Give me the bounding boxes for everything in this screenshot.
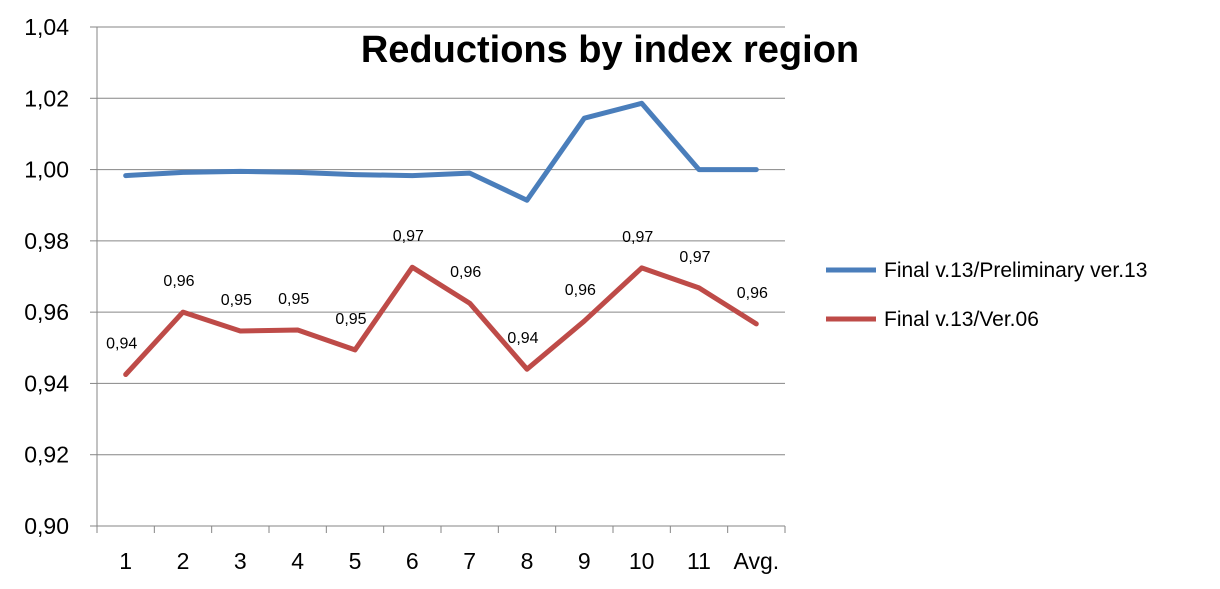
x-tick-label: 2 bbox=[177, 548, 190, 574]
legend-label: Final v.13/Preliminary ver.13 bbox=[884, 259, 1147, 282]
gridlines bbox=[97, 26, 785, 527]
x-axis-ticks: 1 2 3 4 5 6 7 8 9 10 11 Avg. bbox=[96, 526, 786, 574]
axes bbox=[96, 27, 785, 527]
x-tick-label: 9 bbox=[578, 548, 591, 574]
y-tick-label: 0,92 bbox=[24, 442, 69, 468]
data-label: 0,95 bbox=[278, 291, 309, 308]
x-tick-label: 3 bbox=[234, 548, 247, 574]
data-label: 0,94 bbox=[106, 336, 137, 353]
data-label: 0,96 bbox=[450, 264, 481, 281]
legend: Final v.13/Preliminary ver.13 Final v.13/… bbox=[826, 259, 1147, 331]
x-tick-label: 5 bbox=[349, 548, 362, 574]
y-tick-label: 0,98 bbox=[24, 228, 69, 254]
y-tick-label: 1,04 bbox=[24, 14, 69, 40]
data-label: 0,95 bbox=[221, 292, 252, 309]
x-tick-label: 10 bbox=[629, 548, 655, 574]
data-label: 0,97 bbox=[393, 228, 424, 245]
data-label: 0,96 bbox=[737, 285, 768, 302]
y-tick-label: 0,90 bbox=[24, 513, 69, 539]
y-tick-label: 1,00 bbox=[24, 157, 69, 183]
x-tick-label: 6 bbox=[406, 548, 419, 574]
data-label: 0,96 bbox=[565, 282, 596, 299]
legend-label: Final v.13/Ver.06 bbox=[884, 308, 1039, 331]
data-label: 0,97 bbox=[622, 229, 653, 246]
x-tick-label: 7 bbox=[463, 548, 476, 574]
series-line-2 bbox=[123, 264, 759, 377]
data-label: 0,94 bbox=[507, 330, 538, 347]
y-tick-label: 0,94 bbox=[24, 370, 69, 396]
data-labels: 0,94 0,96 0,95 0,95 0,95 0,97 0,96 0,94 0,96 0,97… bbox=[106, 228, 768, 352]
data-label: 0,96 bbox=[163, 273, 194, 290]
x-tick-label: 8 bbox=[521, 548, 534, 574]
y-axis-ticks: 0,90 0,92 0,94 0,96 0,98 1,00 1,02 1,04 bbox=[24, 14, 97, 539]
x-tick-label: 4 bbox=[291, 548, 304, 574]
series-lines bbox=[123, 100, 759, 377]
x-tick-label: Avg. bbox=[734, 548, 780, 574]
data-label: 0,95 bbox=[335, 311, 366, 328]
series-line-1 bbox=[123, 100, 759, 203]
y-tick-label: 1,02 bbox=[24, 85, 69, 111]
y-tick-label: 0,96 bbox=[24, 299, 69, 325]
data-label: 0,97 bbox=[679, 249, 710, 266]
x-tick-label: 11 bbox=[687, 548, 711, 574]
x-tick-label: 1 bbox=[119, 548, 132, 574]
chart-title: Reductions by index region bbox=[361, 29, 859, 71]
